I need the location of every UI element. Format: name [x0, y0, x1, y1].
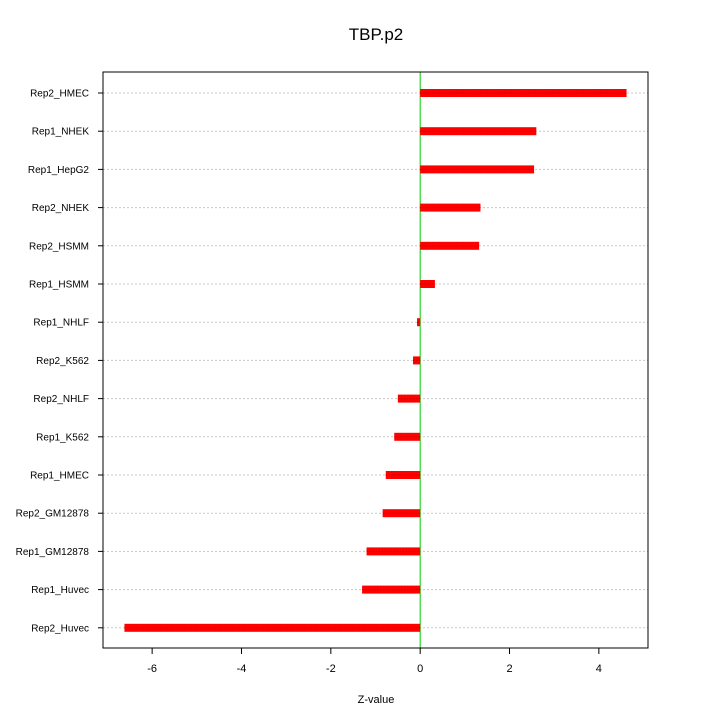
category-label: Rep1_GM12878 — [16, 547, 90, 558]
x-tick-label: -2 — [326, 663, 336, 675]
bar — [397, 394, 421, 403]
category-label: Rep1_NHEK — [32, 127, 90, 138]
x-tick-label: -4 — [237, 663, 247, 675]
x-tick-label: 0 — [417, 663, 423, 675]
category-label: Rep1_HepG2 — [28, 165, 90, 176]
chart-title: TBP.p2 — [349, 25, 404, 44]
category-label: Rep1_NHLF — [33, 318, 89, 329]
category-label: Rep1_K562 — [36, 432, 89, 443]
category-label: Rep2_NHLF — [33, 394, 89, 405]
category-label: Rep1_HSMM — [29, 280, 89, 291]
bar-layer — [124, 89, 627, 632]
category-label: Rep1_Huvec — [31, 585, 89, 596]
x-axis: -6 -4 -2 0 2 4 — [147, 647, 602, 675]
bar — [420, 165, 535, 174]
category-label: Rep2_NHEK — [32, 203, 90, 214]
bar — [420, 241, 480, 250]
x-axis-label: Z-value — [358, 694, 395, 706]
category-label: Rep2_K562 — [36, 356, 89, 367]
bar — [385, 471, 421, 479]
bar — [417, 318, 421, 327]
category-label: Rep2_Huvec — [31, 623, 89, 634]
category-label: Rep2_GM12878 — [16, 509, 90, 520]
category-label: Rep1_HMEC — [30, 471, 89, 482]
category-label: Rep2_HMEC — [30, 89, 89, 100]
bar — [362, 585, 421, 594]
category-label: Rep2_HSMM — [29, 241, 89, 252]
x-tick-label: 4 — [596, 663, 602, 675]
y-axis: Rep2_HMEC Rep1_NHEK Rep1_HepG2 Rep2_NHEK Rep… — [16, 89, 103, 634]
x-tick-label: -6 — [147, 663, 157, 675]
bar — [366, 547, 421, 556]
x-tick-label: 2 — [506, 663, 512, 675]
